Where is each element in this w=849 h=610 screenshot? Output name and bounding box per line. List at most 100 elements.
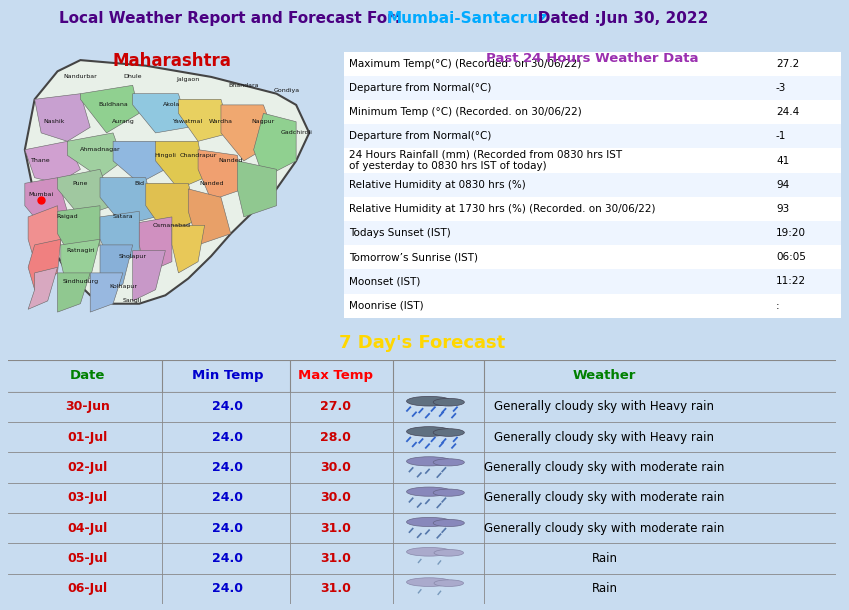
Text: :: :: [776, 301, 779, 310]
Text: Generally cloudy sky with moderate rain: Generally cloudy sky with moderate rain: [484, 522, 725, 534]
Text: Osmanabad: Osmanabad: [153, 223, 191, 228]
Text: Departure from Normal(°C): Departure from Normal(°C): [349, 131, 492, 142]
Text: Dhule: Dhule: [123, 74, 142, 79]
Text: Akola: Akola: [163, 102, 181, 107]
FancyBboxPatch shape: [344, 76, 841, 100]
Text: 30.0: 30.0: [320, 491, 351, 504]
Text: Buldhana: Buldhana: [98, 102, 128, 107]
Polygon shape: [61, 239, 100, 290]
Text: Generally cloudy sky with Heavy rain: Generally cloudy sky with Heavy rain: [494, 400, 715, 414]
Text: Moonrise (IST): Moonrise (IST): [349, 301, 424, 310]
Text: Max Temp: Max Temp: [298, 369, 373, 382]
Text: Jalgaon: Jalgaon: [177, 77, 200, 82]
Polygon shape: [90, 273, 123, 312]
Ellipse shape: [407, 396, 452, 406]
Text: 11:22: 11:22: [776, 276, 806, 287]
Polygon shape: [58, 273, 90, 312]
FancyBboxPatch shape: [344, 148, 841, 173]
Text: Sholapur: Sholapur: [119, 254, 147, 259]
Text: 24.0: 24.0: [212, 582, 244, 595]
Text: 30-Jun: 30-Jun: [65, 400, 110, 414]
Polygon shape: [132, 251, 166, 301]
Text: Dated :Jun 30, 2022: Dated :Jun 30, 2022: [522, 12, 709, 26]
Text: Gondiya: Gondiya: [273, 88, 300, 93]
Polygon shape: [58, 170, 113, 217]
Ellipse shape: [407, 547, 452, 556]
Polygon shape: [35, 94, 90, 142]
Text: Generally cloudy sky with Heavy rain: Generally cloudy sky with Heavy rain: [494, 431, 715, 443]
Ellipse shape: [407, 426, 452, 436]
FancyBboxPatch shape: [344, 124, 841, 148]
Text: 93: 93: [776, 204, 790, 214]
Text: 31.0: 31.0: [320, 522, 351, 534]
FancyBboxPatch shape: [344, 52, 841, 76]
Text: Bid: Bid: [134, 181, 144, 186]
Text: 27.2: 27.2: [776, 59, 799, 69]
Text: 31.0: 31.0: [320, 552, 351, 565]
Polygon shape: [100, 178, 155, 225]
FancyBboxPatch shape: [344, 245, 841, 270]
Text: 24.0: 24.0: [212, 522, 244, 534]
Ellipse shape: [433, 459, 464, 466]
Text: -1: -1: [776, 131, 786, 142]
Text: Chandrapur: Chandrapur: [179, 153, 216, 158]
FancyBboxPatch shape: [344, 293, 841, 318]
Ellipse shape: [433, 429, 464, 436]
Text: Ahmadnagar: Ahmadnagar: [80, 147, 121, 152]
Text: 94: 94: [776, 180, 790, 190]
FancyBboxPatch shape: [344, 270, 841, 293]
Text: Raigad: Raigad: [57, 214, 78, 220]
Polygon shape: [100, 245, 132, 295]
Polygon shape: [146, 184, 198, 234]
Text: Nagpur: Nagpur: [252, 119, 275, 124]
Text: Aurang: Aurang: [111, 119, 134, 124]
Text: Mumbai-Santacruz: Mumbai-Santacruz: [386, 12, 547, 26]
Text: Relative Humidity at 1730 hrs (%) (Recorded. on 30/06/22): Relative Humidity at 1730 hrs (%) (Recor…: [349, 204, 655, 214]
Text: 24.0: 24.0: [212, 461, 244, 474]
Text: Past 24 Hours Weather Data: Past 24 Hours Weather Data: [486, 52, 699, 65]
Text: 24 Hours Rainfall (mm) (Recorded from 0830 hrs IST
of yesterday to 0830 hrs IST : 24 Hours Rainfall (mm) (Recorded from 08…: [349, 149, 622, 171]
Text: Bhandara: Bhandara: [228, 83, 259, 88]
Text: Kolhapur: Kolhapur: [109, 284, 137, 289]
Text: 24.4: 24.4: [776, 107, 799, 117]
Text: Gadchiroli: Gadchiroli: [280, 131, 312, 135]
Text: 06:05: 06:05: [776, 253, 806, 262]
Ellipse shape: [433, 489, 464, 496]
Text: 30.0: 30.0: [320, 461, 351, 474]
Ellipse shape: [407, 517, 452, 526]
Text: Min Temp: Min Temp: [192, 369, 263, 382]
Text: Date: Date: [70, 369, 104, 382]
Polygon shape: [25, 142, 81, 184]
Polygon shape: [58, 206, 100, 262]
Text: 27.0: 27.0: [320, 400, 351, 414]
Polygon shape: [171, 225, 205, 273]
Text: Nashik: Nashik: [43, 119, 65, 124]
Text: 41: 41: [776, 156, 790, 165]
Text: Rain: Rain: [592, 552, 617, 565]
Text: 01-Jul: 01-Jul: [67, 431, 107, 443]
Polygon shape: [155, 142, 205, 189]
Text: Relative Humidity at 0830 hrs (%): Relative Humidity at 0830 hrs (%): [349, 180, 526, 190]
Text: Todays Sunset (IST): Todays Sunset (IST): [349, 228, 451, 238]
Text: Generally cloudy sky with moderate rain: Generally cloudy sky with moderate rain: [484, 491, 725, 504]
Ellipse shape: [433, 520, 464, 526]
Text: Satara: Satara: [113, 214, 133, 220]
Text: Sangli: Sangli: [123, 298, 143, 303]
Ellipse shape: [407, 457, 452, 466]
Polygon shape: [25, 178, 67, 225]
Text: 06-Jul: 06-Jul: [67, 582, 107, 595]
Text: Minimum Temp (°C) (Recorded. on 30/06/22): Minimum Temp (°C) (Recorded. on 30/06/22…: [349, 107, 582, 117]
Text: Thane: Thane: [31, 159, 51, 163]
FancyBboxPatch shape: [344, 100, 841, 124]
Text: 31.0: 31.0: [320, 582, 351, 595]
Text: 05-Jul: 05-Jul: [67, 552, 107, 565]
Ellipse shape: [433, 398, 464, 406]
Polygon shape: [237, 161, 277, 217]
Text: 24.0: 24.0: [212, 491, 244, 504]
Text: 19:20: 19:20: [776, 228, 806, 238]
Text: Sindhudurg: Sindhudurg: [62, 279, 98, 284]
Polygon shape: [25, 60, 309, 304]
Ellipse shape: [434, 550, 464, 556]
Polygon shape: [113, 142, 166, 184]
Text: 28.0: 28.0: [320, 431, 351, 443]
